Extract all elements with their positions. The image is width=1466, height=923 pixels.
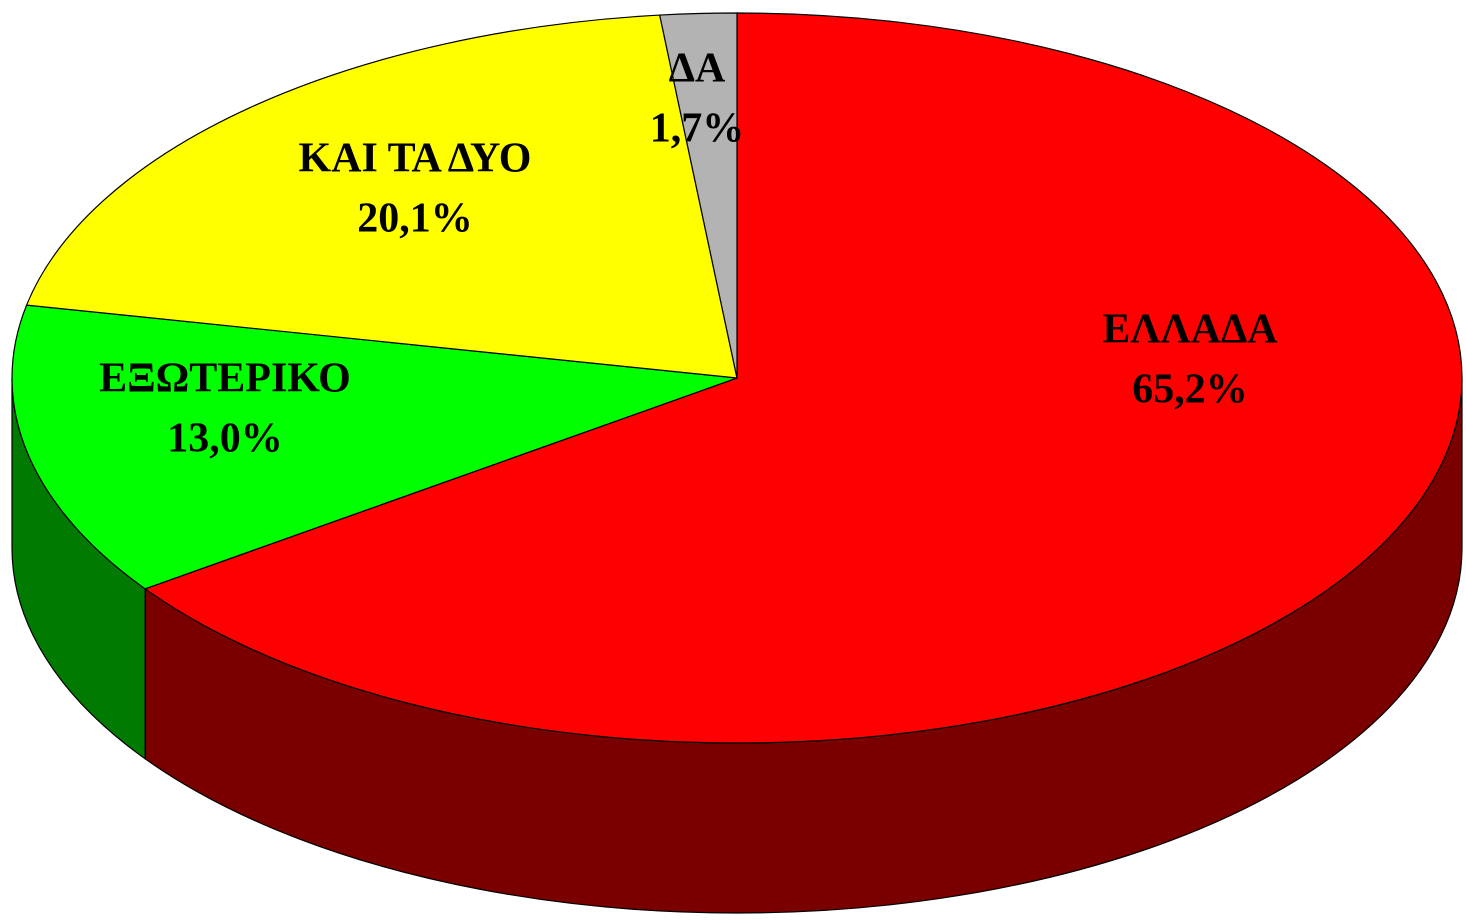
slice-label: ΔΑ bbox=[669, 46, 726, 92]
slice-label: ΚΑΙ ΤΑ ΔΥΟ bbox=[299, 136, 532, 182]
slice bbox=[25, 14, 738, 379]
slice bbox=[658, 12, 738, 379]
slice-label: ΕΛΛΑΔΑ bbox=[1102, 307, 1278, 353]
slice-value-label: 65,2% bbox=[1132, 367, 1248, 413]
slice-value-label: 13,0% bbox=[167, 416, 283, 462]
slice bbox=[11, 304, 738, 590]
slice-label: ΕΞΩΤΕΡΙΚΟ bbox=[99, 356, 351, 402]
slice-value-label: 20,1% bbox=[357, 196, 473, 242]
slice-value-label: 1,7% bbox=[650, 106, 745, 152]
slice bbox=[143, 12, 1463, 744]
